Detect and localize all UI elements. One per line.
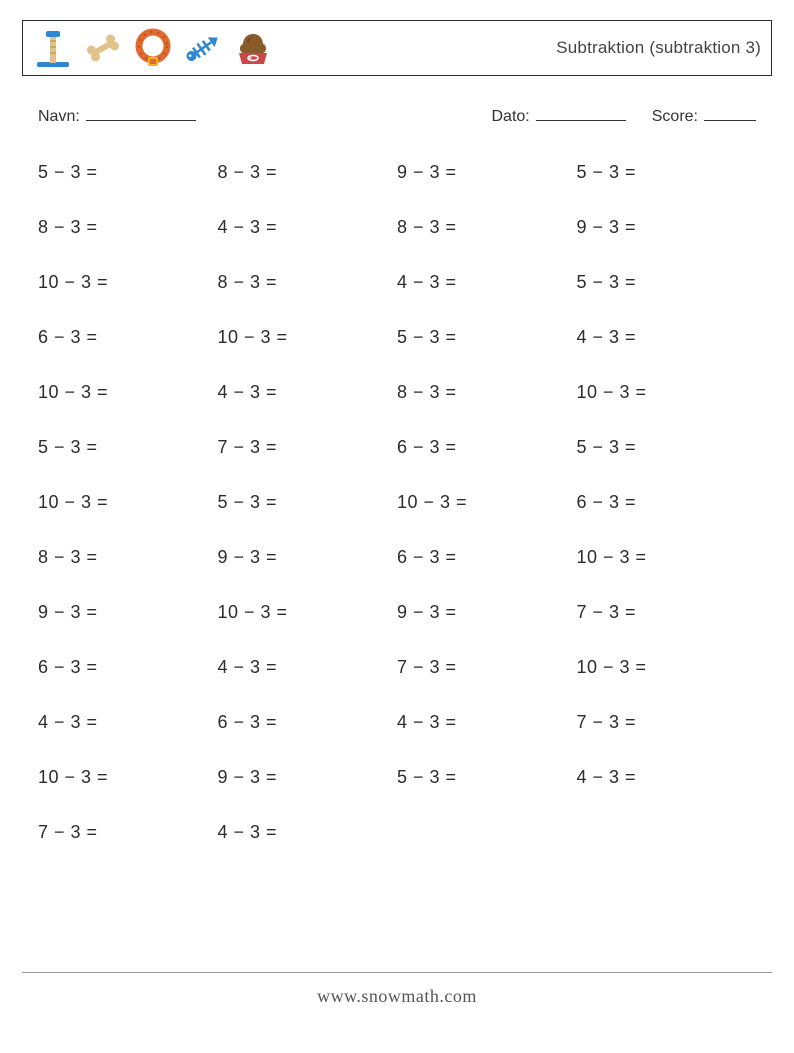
problem-cell: 9 − 3 = bbox=[397, 602, 577, 623]
problem-cell: 10 − 3 = bbox=[397, 492, 577, 513]
problem-cell: 8 − 3 = bbox=[218, 272, 398, 293]
problem-cell: 10 − 3 = bbox=[38, 272, 218, 293]
name-label: Navn: bbox=[38, 108, 80, 126]
header-title: Subtraktion (subtraktion 3) bbox=[556, 38, 761, 58]
footer-divider bbox=[22, 972, 772, 973]
problem-cell: 7 − 3 = bbox=[577, 602, 757, 623]
problem-cell bbox=[577, 822, 757, 843]
problem-cell: 5 − 3 = bbox=[38, 437, 218, 458]
problem-cell: 8 − 3 = bbox=[397, 382, 577, 403]
problem-cell: 4 − 3 = bbox=[397, 272, 577, 293]
problem-cell: 6 − 3 = bbox=[38, 657, 218, 678]
problem-cell: 10 − 3 = bbox=[218, 602, 398, 623]
problem-cell: 10 − 3 = bbox=[38, 382, 218, 403]
problem-cell: 8 − 3 = bbox=[38, 547, 218, 568]
header-box: Subtraktion (subtraktion 3) bbox=[22, 20, 772, 76]
score-blank[interactable] bbox=[704, 106, 756, 121]
problem-cell: 10 − 3 = bbox=[577, 657, 757, 678]
problem-cell: 5 − 3 = bbox=[577, 162, 757, 183]
problem-cell: 8 − 3 = bbox=[218, 162, 398, 183]
problem-cell: 9 − 3 = bbox=[218, 547, 398, 568]
problem-cell: 8 − 3 = bbox=[397, 217, 577, 238]
problem-cell: 5 − 3 = bbox=[218, 492, 398, 513]
problem-cell: 6 − 3 = bbox=[397, 547, 577, 568]
problem-cell: 9 − 3 = bbox=[577, 217, 757, 238]
problem-cell: 4 − 3 = bbox=[577, 327, 757, 348]
problem-cell: 10 − 3 = bbox=[38, 767, 218, 788]
name-field: Navn: bbox=[38, 106, 196, 126]
problem-cell: 4 − 3 = bbox=[218, 382, 398, 403]
problem-cell: 4 − 3 = bbox=[38, 712, 218, 733]
problem-cell: 7 − 3 = bbox=[577, 712, 757, 733]
food-bowl-icon bbox=[233, 28, 273, 68]
fishbone-icon bbox=[183, 28, 223, 68]
problem-cell: 5 − 3 = bbox=[38, 162, 218, 183]
problem-cell: 10 − 3 = bbox=[577, 382, 757, 403]
problem-cell: 4 − 3 = bbox=[577, 767, 757, 788]
problems-grid: 5 − 3 =8 − 3 =9 − 3 =5 − 3 =8 − 3 =4 − 3… bbox=[38, 162, 756, 843]
date-label: Dato: bbox=[492, 108, 530, 126]
collar-icon bbox=[133, 28, 173, 68]
problem-cell: 4 − 3 = bbox=[218, 657, 398, 678]
problem-cell: 6 − 3 = bbox=[397, 437, 577, 458]
problem-cell: 8 − 3 = bbox=[38, 217, 218, 238]
footer-text: www.snowmath.com bbox=[0, 986, 794, 1007]
problem-cell: 10 − 3 = bbox=[218, 327, 398, 348]
name-blank[interactable] bbox=[86, 106, 196, 121]
problem-cell: 10 − 3 = bbox=[38, 492, 218, 513]
problem-cell: 9 − 3 = bbox=[218, 767, 398, 788]
problem-cell: 7 − 3 = bbox=[38, 822, 218, 843]
header-icon-row bbox=[33, 28, 273, 68]
problem-cell: 7 − 3 = bbox=[218, 437, 398, 458]
problem-cell: 10 − 3 = bbox=[577, 547, 757, 568]
problem-cell: 9 − 3 = bbox=[38, 602, 218, 623]
score-label: Score: bbox=[652, 108, 698, 126]
problem-cell: 4 − 3 = bbox=[218, 822, 398, 843]
problem-cell: 5 − 3 = bbox=[397, 327, 577, 348]
problem-cell: 6 − 3 = bbox=[577, 492, 757, 513]
problem-cell bbox=[397, 822, 577, 843]
info-line: Navn: Dato: Score: bbox=[38, 106, 756, 126]
problem-cell: 5 − 3 = bbox=[577, 437, 757, 458]
stand-icon bbox=[33, 28, 73, 68]
problem-cell: 9 − 3 = bbox=[397, 162, 577, 183]
problem-cell: 6 − 3 = bbox=[38, 327, 218, 348]
problem-cell: 4 − 3 = bbox=[397, 712, 577, 733]
problem-cell: 4 − 3 = bbox=[218, 217, 398, 238]
date-blank[interactable] bbox=[536, 106, 626, 121]
problem-cell: 7 − 3 = bbox=[397, 657, 577, 678]
problem-cell: 6 − 3 = bbox=[218, 712, 398, 733]
problem-cell: 5 − 3 = bbox=[577, 272, 757, 293]
bone-icon bbox=[83, 28, 123, 68]
problem-cell: 5 − 3 = bbox=[397, 767, 577, 788]
